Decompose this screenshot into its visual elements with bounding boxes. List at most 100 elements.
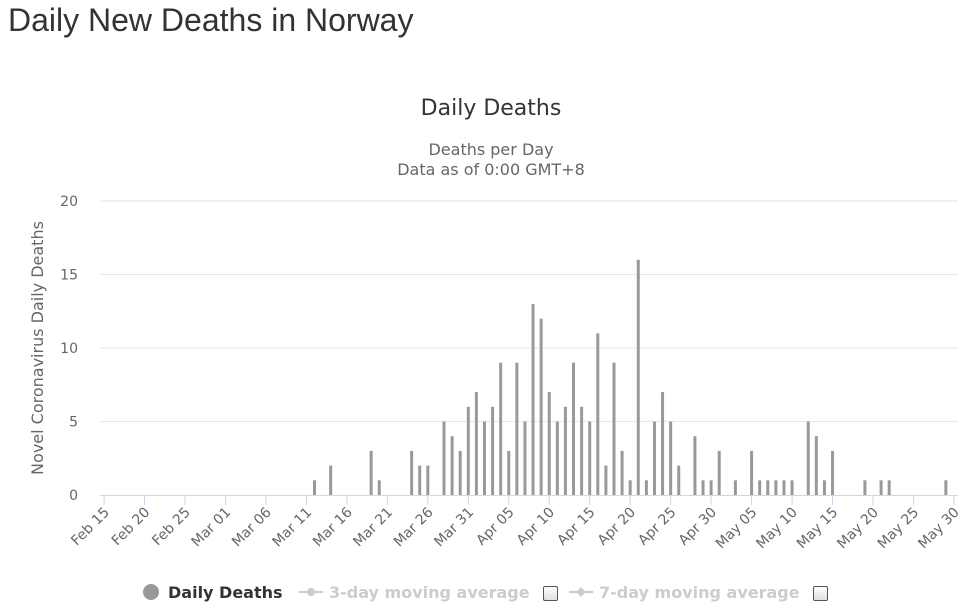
bar <box>822 480 826 495</box>
chart-title: Daily Deaths <box>421 96 562 121</box>
x-tick-label: May 05 <box>713 505 761 553</box>
chart-subtitle-line-2: Data as of 0:00 GMT+8 <box>397 160 585 179</box>
bar <box>750 450 754 495</box>
bar <box>499 362 503 495</box>
bar <box>539 318 543 495</box>
bar <box>555 421 559 495</box>
bar <box>944 480 948 495</box>
bar <box>466 406 470 495</box>
bar <box>531 303 535 495</box>
x-tick-label: Feb 25 <box>149 505 194 550</box>
legend-7day-checkbox[interactable] <box>813 586 828 601</box>
x-tick-label: Mar 16 <box>310 504 356 550</box>
bar <box>782 480 786 495</box>
legend-3day-checkbox[interactable] <box>543 586 558 601</box>
bar <box>572 362 576 495</box>
legend-3day-label: 3-day moving average <box>329 582 530 602</box>
y-axis-labels: 0 5 10 15 20 <box>60 194 78 504</box>
bar <box>636 259 640 495</box>
bar <box>410 450 414 495</box>
bar <box>369 450 373 495</box>
bar <box>418 465 422 495</box>
bar <box>774 480 778 495</box>
bar <box>661 392 665 495</box>
x-tick-label: Mar 26 <box>391 504 437 550</box>
bar <box>709 480 713 495</box>
bar <box>620 450 624 495</box>
y-tick-label: 20 <box>60 194 78 210</box>
bar <box>313 480 316 495</box>
x-tick-label: Mar 06 <box>229 504 275 550</box>
x-tick-label: Apr 25 <box>635 505 679 549</box>
x-tick-label: May 10 <box>753 505 801 553</box>
bar <box>507 450 511 495</box>
y-axis-title: Novel Coronavirus Daily Deaths <box>28 221 47 475</box>
bar <box>596 333 600 495</box>
x-tick-label: Apr 20 <box>595 505 639 549</box>
bar <box>887 480 891 495</box>
bar <box>450 436 454 495</box>
bar <box>580 406 584 495</box>
bar <box>515 362 519 495</box>
bar <box>491 406 495 495</box>
x-tick-label: May 15 <box>794 505 842 553</box>
bar <box>474 392 478 495</box>
bar <box>482 421 486 495</box>
bar <box>458 450 462 495</box>
x-tick-label: Mar 01 <box>189 505 235 551</box>
x-tick-label: Apr 15 <box>554 505 598 549</box>
legend-daily-deaths-label: Daily Deaths <box>168 582 283 602</box>
x-tick-label: May 20 <box>834 505 882 553</box>
legend-circle-icon <box>143 584 159 600</box>
legend-3day-moving-average[interactable]: 3-day moving average <box>299 580 530 604</box>
x-tick-label: Apr 05 <box>473 505 517 549</box>
x-tick-label: Mar 11 <box>269 505 315 551</box>
bar <box>628 480 632 495</box>
bar <box>733 480 737 495</box>
y-tick-label: 15 <box>60 268 78 284</box>
x-tick-label: Mar 21 <box>350 505 396 551</box>
y-tick-label: 10 <box>60 341 78 357</box>
legend-7day-label: 7-day moving average <box>599 582 800 602</box>
bar <box>717 450 721 495</box>
bar <box>758 480 762 495</box>
legend-daily-deaths[interactable]: Daily Deaths <box>142 580 283 604</box>
legend-line-marker-icon <box>569 587 593 597</box>
y-tick-label: 5 <box>69 415 78 431</box>
y-tick-label: 0 <box>69 488 78 504</box>
bar <box>806 421 810 495</box>
x-tick-label: Feb 20 <box>109 505 154 550</box>
bar <box>644 480 648 495</box>
bar <box>426 465 430 495</box>
bar <box>442 421 446 495</box>
bar <box>863 480 867 495</box>
legend-line-marker-icon <box>299 588 323 596</box>
bar <box>814 436 818 495</box>
bars <box>313 259 948 495</box>
bar <box>669 421 673 495</box>
bar <box>523 421 527 495</box>
chart-subtitle-line-1: Deaths per Day <box>428 140 553 159</box>
x-tick-label: Apr 10 <box>514 505 558 549</box>
x-tick-label: May 25 <box>875 505 923 553</box>
bar <box>693 436 697 495</box>
bar <box>677 465 681 495</box>
bar <box>563 406 567 495</box>
bar <box>604 465 608 495</box>
bar <box>329 465 333 495</box>
bar <box>831 450 835 495</box>
bar <box>377 480 381 495</box>
bar <box>652 421 656 495</box>
x-tick-label: Feb 15 <box>68 505 113 550</box>
bar <box>879 480 883 495</box>
bar <box>701 480 705 495</box>
grid-lines <box>100 200 958 422</box>
bar <box>790 480 794 495</box>
bar <box>766 480 770 495</box>
bar <box>588 421 592 495</box>
legend-7day-moving-average[interactable]: 7-day moving average <box>569 580 800 604</box>
bar <box>547 392 551 495</box>
bar <box>612 362 616 495</box>
